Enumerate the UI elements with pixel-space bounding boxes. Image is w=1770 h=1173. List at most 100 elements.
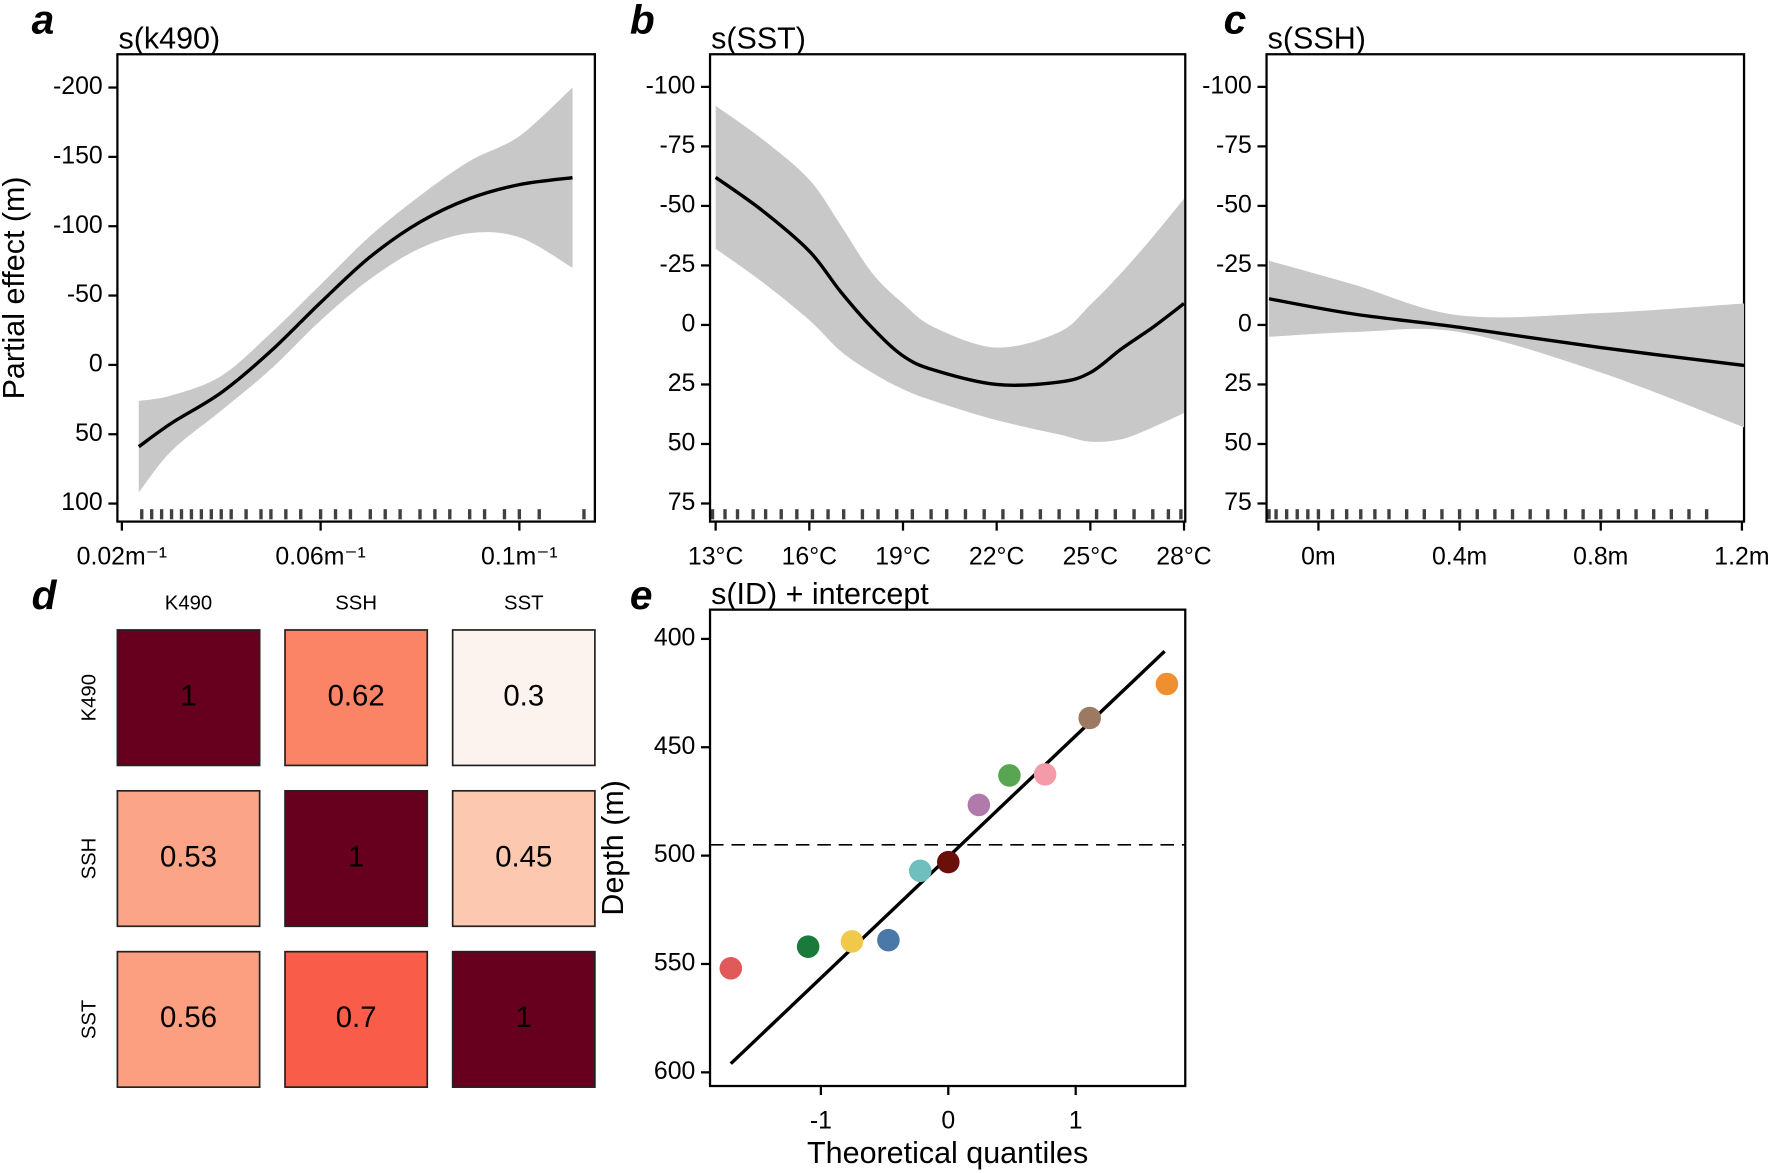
plot-frame <box>116 53 597 523</box>
heatmap-cell <box>284 629 429 767</box>
y-tick-label: 500 <box>654 841 695 868</box>
x-tick-label: 0 <box>941 1108 955 1135</box>
panel-letter: d <box>32 572 58 618</box>
row-label: SSH <box>79 838 101 880</box>
x-axis-label: Theoretical quantiles <box>807 1136 1088 1170</box>
smooth-line <box>1268 297 1745 368</box>
smooth-line <box>714 175 1186 387</box>
y-tick-label: 100 <box>61 489 102 516</box>
x-tick-label: 0.02m⁻¹ <box>77 543 167 570</box>
cell-value: 1 <box>516 1001 532 1034</box>
x-tick-label: 0.4m <box>1432 543 1487 570</box>
y-tick-label: 75 <box>1224 489 1252 516</box>
panel-letter: b <box>630 0 655 42</box>
y-tick-label: -150 <box>53 142 103 169</box>
cell-value: 0.45 <box>495 840 552 873</box>
y-tick-label: -75 <box>1216 132 1252 159</box>
heatmap-cell <box>116 629 261 767</box>
point <box>796 935 820 958</box>
point <box>1033 763 1057 786</box>
x-tick-label: 0m <box>1301 543 1336 570</box>
point <box>719 957 743 980</box>
cell-value: 0.3 <box>503 679 544 712</box>
row-label: SST <box>79 1000 101 1039</box>
cell-value: 0.62 <box>328 679 385 712</box>
x-tick-label: 1 <box>1069 1108 1083 1135</box>
heatmap-cell <box>451 789 596 928</box>
panel-title: s(ID) + intercept <box>711 577 929 611</box>
heatmap-cell <box>284 789 429 928</box>
point <box>908 859 932 883</box>
y-axis-label: Depth (m) <box>596 780 630 915</box>
y-axis-label: Partial effect (m) <box>0 176 31 399</box>
y-tick-label: 50 <box>75 420 103 447</box>
y-tick-label: -50 <box>1216 191 1252 218</box>
y-tick-label: 75 <box>668 489 696 516</box>
confidence-band <box>138 87 573 493</box>
heatmap-cell <box>116 789 261 928</box>
y-tick-label: -25 <box>1216 251 1252 278</box>
y-tick-label: -50 <box>67 281 103 308</box>
cell-value: 0.56 <box>160 1001 217 1034</box>
x-tick-label: 25°C <box>1063 543 1118 570</box>
point <box>1155 672 1179 696</box>
panel-letter: c <box>1224 0 1247 42</box>
y-tick-label: 0 <box>1238 311 1252 338</box>
heatmap-cell <box>451 629 596 767</box>
x-tick-label: 19°C <box>875 543 930 570</box>
point <box>877 928 900 952</box>
y-tick-label: -100 <box>53 212 103 239</box>
cell-value: 0.7 <box>336 1001 377 1034</box>
y-tick-label: 0 <box>89 350 103 377</box>
panel-title: s(k490) <box>119 22 221 56</box>
x-tick-label: 1.2m <box>1714 543 1769 570</box>
column-label: SST <box>504 592 543 614</box>
x-tick-label: 22°C <box>969 543 1024 570</box>
heatmap-cell <box>284 950 429 1088</box>
smooth-line <box>137 175 573 449</box>
heatmap-cell <box>451 950 596 1088</box>
confidence-band <box>715 105 1185 442</box>
y-tick-label: 50 <box>668 430 696 457</box>
cell-value: 0.53 <box>160 840 217 873</box>
cell-value: 1 <box>348 840 364 873</box>
y-tick-label: 400 <box>654 624 695 651</box>
y-tick-label: -50 <box>659 191 695 218</box>
point <box>967 793 991 817</box>
x-tick-label: 0.8m <box>1573 543 1628 570</box>
plot-frame <box>1265 53 1746 523</box>
column-label: K490 <box>165 592 212 614</box>
y-tick-label: 25 <box>1224 370 1252 397</box>
x-tick-label: -1 <box>810 1108 832 1135</box>
y-tick-label: 600 <box>654 1058 695 1085</box>
x-tick-label: 0.1m⁻¹ <box>481 543 558 570</box>
x-tick-label: 13°C <box>688 543 743 570</box>
panel-title: s(SST) <box>711 22 806 56</box>
y-tick-label: 550 <box>654 950 695 977</box>
y-tick-label: 450 <box>654 733 695 760</box>
panel-letter: a <box>32 0 55 42</box>
panel-letter: e <box>630 572 653 618</box>
x-tick-label: 0.06m⁻¹ <box>275 543 365 570</box>
y-tick-label: -200 <box>53 73 103 100</box>
point <box>998 764 1021 787</box>
y-tick-label: -75 <box>659 132 695 159</box>
row-label: K490 <box>79 674 101 721</box>
y-tick-label: 50 <box>1224 430 1252 457</box>
confidence-band <box>1269 260 1745 428</box>
column-label: SSH <box>335 592 377 614</box>
y-tick-label: 25 <box>668 370 696 397</box>
y-tick-label: -25 <box>659 251 695 278</box>
x-tick-label: 28°C <box>1156 543 1211 570</box>
cell-value: 1 <box>180 679 196 712</box>
panel-title: s(SSH) <box>1268 22 1366 56</box>
y-tick-label: -100 <box>1202 72 1252 99</box>
point <box>936 850 960 874</box>
point <box>840 930 864 953</box>
y-tick-label: -100 <box>646 72 696 99</box>
point <box>1078 706 1101 730</box>
heatmap-cell <box>116 950 261 1088</box>
x-tick-label: 16°C <box>782 543 837 570</box>
y-tick-label: 0 <box>682 311 696 338</box>
